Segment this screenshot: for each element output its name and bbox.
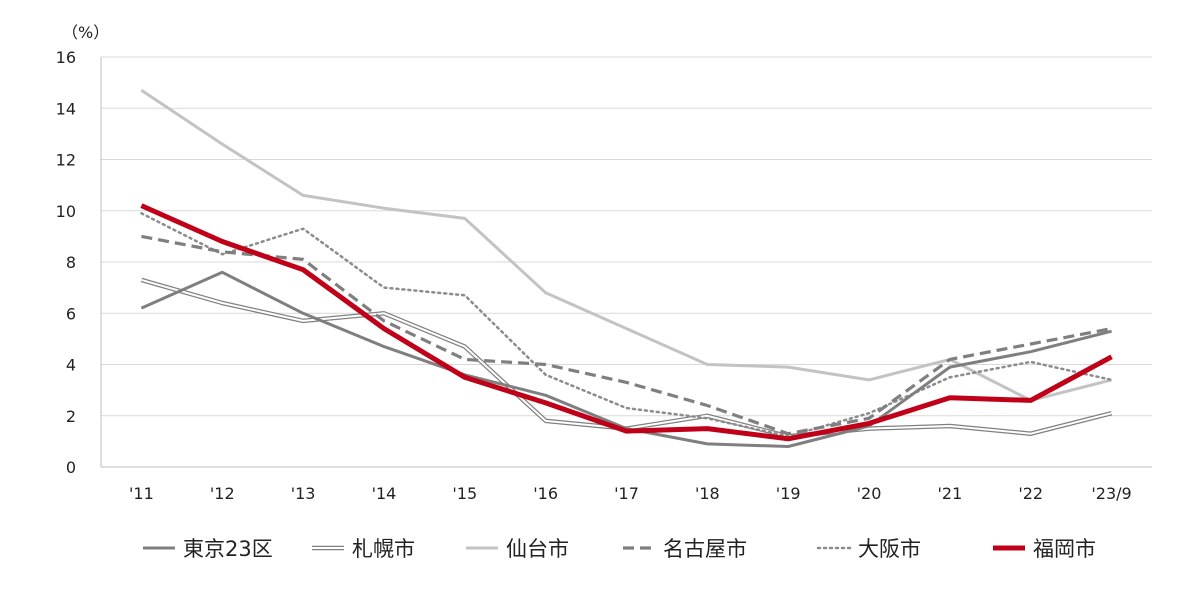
legend-swatch — [312, 545, 344, 551]
legend-item: 東京23区 — [141, 528, 273, 568]
legend-label: 福岡市 — [1033, 537, 1096, 561]
y-tick-label: 0 — [66, 458, 76, 477]
x-tick-label: '12 — [210, 484, 235, 503]
y-tick-label: 8 — [66, 253, 76, 272]
x-tick-label: '11 — [129, 484, 154, 503]
x-tick-label: '17 — [614, 484, 639, 503]
series-5-line — [140, 212, 1113, 438]
series-path — [140, 277, 1113, 439]
legend-item: 大阪市 — [816, 528, 921, 568]
grid-lines — [101, 56, 1152, 417]
y-tick-labels: 0 2 4 6 8 10 12 14 16 — [56, 48, 76, 477]
legend-swatch — [466, 546, 498, 550]
y-tick-label: 10 — [56, 202, 76, 221]
y-tick-label: 2 — [66, 407, 76, 426]
x-tick-label: '18 — [695, 484, 720, 503]
series-path — [141, 234, 1112, 436]
legend-swatch — [816, 546, 852, 550]
legend-swatch — [993, 545, 1025, 551]
x-tick-label: '23/9 — [1091, 484, 1131, 503]
legend-label: 大阪市 — [858, 537, 921, 561]
x-tick-label: '13 — [291, 484, 316, 503]
series-6-line — [140, 203, 1113, 442]
series-path — [140, 270, 1112, 448]
x-tick-label: '21 — [938, 484, 963, 503]
x-tick-label: '19 — [776, 484, 801, 503]
legend-label: 名古屋市 — [663, 537, 747, 561]
x-tick-label: '14 — [372, 484, 397, 503]
y-tick-label: 12 — [56, 151, 76, 170]
legend-label: 札幌市 — [352, 537, 415, 561]
legend-swatch — [623, 546, 655, 550]
series-path — [140, 89, 1112, 402]
y-tick-label: 6 — [66, 304, 76, 323]
series-lines — [140, 89, 1113, 448]
x-tick-label: '20 — [857, 484, 882, 503]
y-unit-label: （%） — [62, 23, 109, 42]
legend-label: 東京23区 — [183, 537, 273, 561]
x-tick-label: '22 — [1018, 484, 1043, 503]
series-2-line — [140, 277, 1113, 439]
series-3-line — [140, 89, 1112, 402]
x-tick-labels: '11 '12 '13 '14 '15 '16 '17 '18 '19 '20 '21 '22 '23/… — [129, 484, 1132, 503]
legend-item: 名古屋市 — [621, 528, 747, 568]
x-tick-label: '16 — [533, 484, 558, 503]
x-tick-label: '15 — [452, 484, 477, 503]
axes — [100, 57, 1152, 468]
legend-item: 福岡市 — [991, 528, 1096, 568]
y-tick-label: 4 — [66, 356, 76, 375]
series-4-line — [141, 234, 1112, 436]
series-1-line — [140, 270, 1112, 448]
series-path — [140, 212, 1113, 438]
y-tick-label: 16 — [56, 48, 76, 67]
y-tick-label: 14 — [56, 99, 76, 118]
legend-item: 仙台市 — [464, 528, 569, 568]
series-path — [141, 278, 1112, 438]
legend-label: 仙台市 — [506, 537, 569, 561]
series-path — [140, 203, 1113, 442]
legend: 東京23区 札幌市 仙台市 名古屋市 大阪市 福岡市 — [0, 528, 1198, 568]
legend-item: 札幌市 — [310, 528, 415, 568]
legend-swatch — [143, 546, 175, 550]
